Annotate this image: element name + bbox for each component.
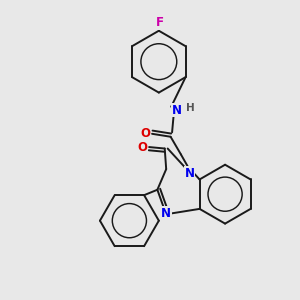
Text: N: N [185, 167, 195, 180]
Text: O: O [138, 141, 148, 154]
Text: N: N [161, 207, 171, 220]
Text: N: N [172, 104, 182, 117]
Text: H: H [186, 103, 195, 113]
Text: O: O [141, 127, 151, 140]
Text: F: F [156, 16, 164, 29]
